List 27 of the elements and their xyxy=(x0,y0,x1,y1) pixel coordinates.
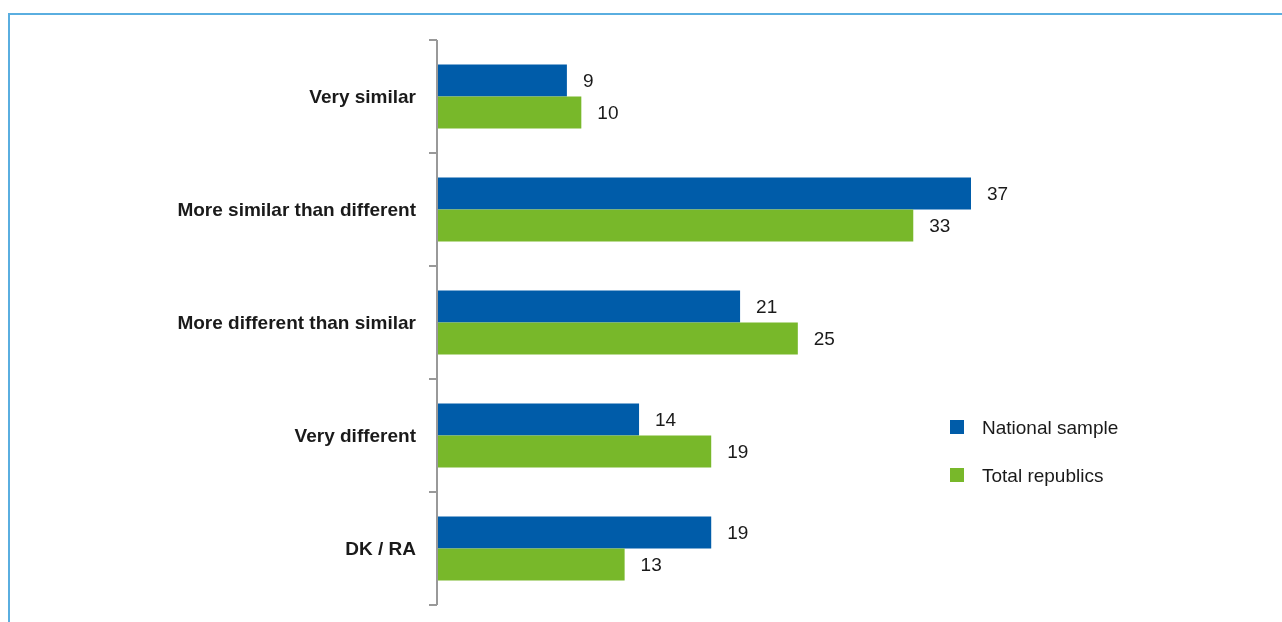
bar xyxy=(437,96,582,129)
bar xyxy=(437,516,712,549)
data-label: 19 xyxy=(727,522,749,544)
y-tick-label: Very different xyxy=(294,425,417,447)
y-tick-label: More different than similar xyxy=(177,312,417,334)
data-label: 21 xyxy=(756,296,778,318)
bar xyxy=(437,209,914,242)
bar xyxy=(437,435,712,468)
bar xyxy=(437,548,625,581)
y-tick-label: DK / RA xyxy=(345,538,417,560)
bar xyxy=(437,403,640,436)
data-label: 14 xyxy=(655,409,677,431)
bar xyxy=(437,64,567,97)
data-label: 25 xyxy=(813,328,835,350)
y-tick-label: Very similar xyxy=(309,86,417,108)
legend-label: Total republics xyxy=(982,464,1104,486)
data-label: 9 xyxy=(582,70,594,92)
data-label: 10 xyxy=(597,102,619,124)
legend-label: National sample xyxy=(982,416,1119,438)
bar xyxy=(437,177,971,210)
bar xyxy=(437,290,741,323)
y-tick-label: More similar than different xyxy=(177,199,417,221)
bar xyxy=(437,322,798,355)
data-label: 33 xyxy=(929,215,951,237)
data-label: 37 xyxy=(987,183,1009,205)
data-label: 13 xyxy=(640,554,662,576)
data-label: 19 xyxy=(727,441,749,463)
